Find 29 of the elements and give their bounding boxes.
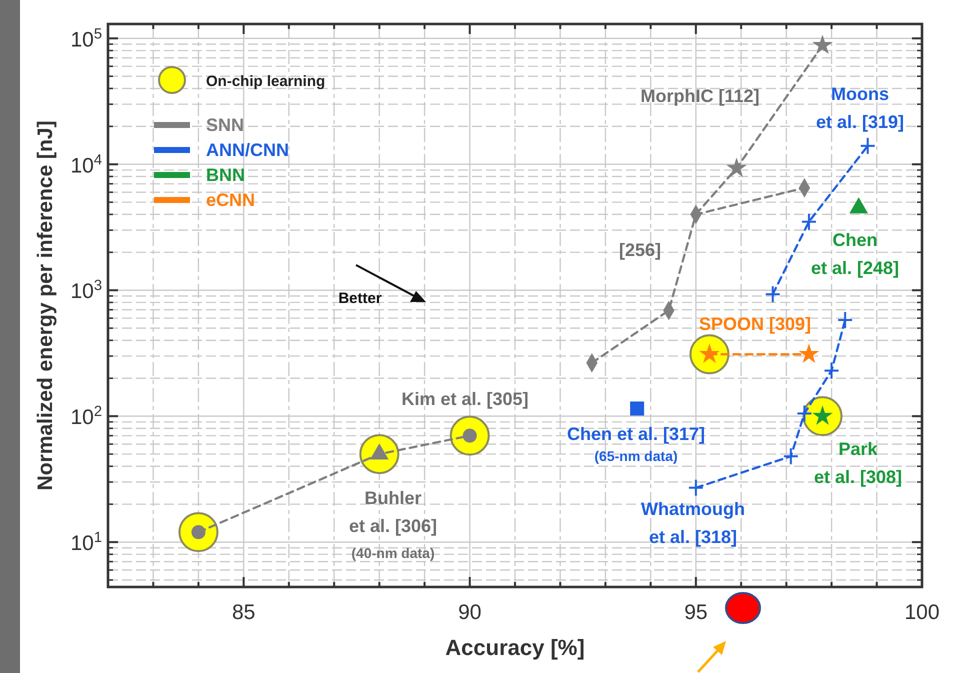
annotation: Kim et al. [305]: [401, 389, 529, 409]
annotation: Chen et al. [317]: [566, 424, 706, 444]
y-axis-title: Normalized energy per inference [nJ]: [34, 120, 57, 490]
x-tick-label: 100: [904, 601, 940, 624]
y-tick-label: 10$^{4}$: [70, 152, 102, 178]
annotation: Better: [338, 290, 382, 307]
x-axis-title: Accuracy [%]: [445, 635, 585, 660]
annotation: (65-nm data): [594, 448, 678, 464]
annotation: Chen et al. [248]: [810, 230, 900, 278]
annotation: SPOON [309]: [698, 314, 812, 334]
y-tick-label: 10$^{2}$: [70, 404, 102, 430]
annotation: [256]: [618, 240, 662, 260]
y-tick-label: 10$^{3}$: [70, 278, 102, 304]
annotation: Moons et al. [319]: [816, 84, 904, 132]
legend-label: ANN/CNN: [206, 140, 289, 160]
annotation: (40-nm data): [351, 545, 435, 561]
annotation: MorphIC [112]: [640, 86, 760, 106]
x-tick-label: 85: [232, 601, 256, 624]
y-tick-label: 10$^{5}$: [70, 26, 102, 52]
annotation: Park et al. [308]: [814, 439, 902, 487]
legend-label: On-chip learning: [206, 73, 326, 90]
legend-label: BNN: [206, 165, 245, 185]
x-tick-label: 95: [684, 601, 708, 624]
legend-label: eCNN: [206, 190, 256, 210]
y-tick-label: 10$^{1}$: [70, 530, 102, 556]
legend-label: SNN: [206, 115, 244, 135]
annotation: Whatmough et al. [318]: [641, 499, 745, 547]
annotation: Buhler et al. [306]: [348, 488, 438, 536]
x-tick-label: 90: [458, 601, 482, 624]
